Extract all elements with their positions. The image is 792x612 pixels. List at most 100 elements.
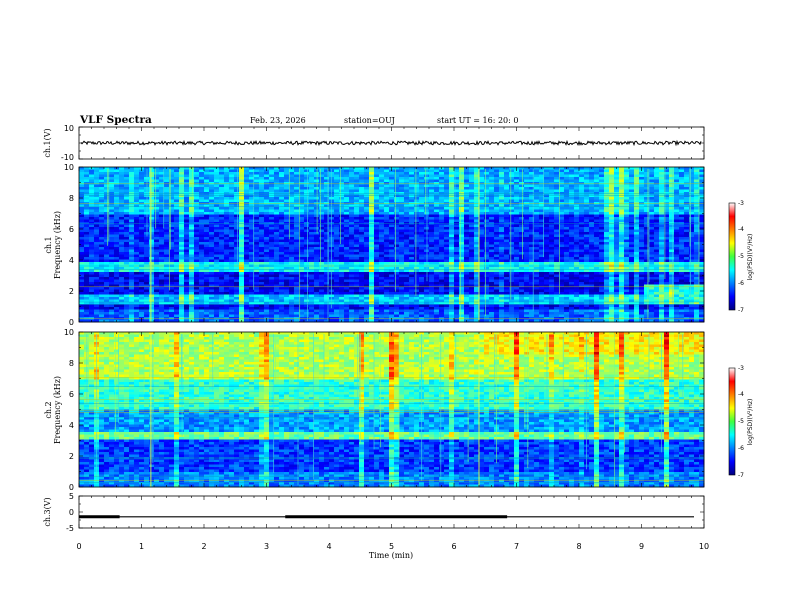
spectrogram-cell: [214, 187, 220, 190]
spectrogram-cell: [194, 227, 200, 230]
spectrogram-cell: [349, 257, 355, 260]
spectrogram-cell: [339, 262, 345, 265]
spectrogram-cell: [234, 177, 240, 180]
spectrogram-cell: [279, 209, 285, 213]
spectrogram-cell: [209, 207, 215, 210]
spectrogram-cell: [179, 177, 185, 180]
spectrogram-cell: [129, 319, 135, 323]
spectrogram-cell: [394, 204, 400, 208]
spectrogram-cell: [374, 252, 380, 255]
spectrogram-cell: [439, 224, 445, 228]
spectrogram-cell: [359, 319, 365, 323]
spectrogram-cell: [454, 209, 460, 213]
spectrogram-cell: [374, 242, 380, 245]
spectrogram-cell: [414, 212, 420, 215]
spectrogram-cell: [109, 289, 115, 293]
spectrogram-cell: [174, 179, 180, 183]
spectrogram-cell: [129, 174, 135, 178]
spectrogram-cell: [199, 194, 205, 198]
spectrogram-cell: [304, 259, 310, 263]
spectrogram-cell: [134, 239, 140, 243]
spectrogram-cell: [109, 262, 115, 265]
spectrogram-cell: [364, 249, 370, 253]
spectrogram-cell: [89, 232, 95, 235]
spectrogram-cell: [194, 237, 200, 240]
spectrogram-cell: [204, 214, 210, 218]
spectrogram-cell: [444, 312, 450, 315]
spectrogram-cell: [209, 197, 215, 200]
spectrogram-cell: [84, 307, 90, 310]
spectrogram-cell: [234, 232, 240, 235]
spectrogram-cell: [414, 174, 420, 178]
spectrogram-cell: [169, 174, 175, 178]
spectrogram-cell: [209, 287, 215, 290]
spectrogram-cell: [294, 312, 300, 315]
spectrogram-cell: [349, 217, 355, 220]
spectrogram-cell: [269, 197, 275, 200]
spectrogram-cell: [244, 182, 250, 185]
spectrogram-cell: [224, 209, 230, 213]
spectrogram-cell: [179, 217, 185, 220]
spectrogram-cell: [354, 184, 360, 188]
spectrogram-cell: [179, 297, 185, 300]
spectrogram-cell: [329, 217, 335, 220]
spectrogram-cell: [134, 279, 140, 283]
spectrogram-cell: [89, 224, 95, 228]
spectrogram-cell: [219, 277, 225, 280]
spectrogram-cell: [419, 242, 425, 245]
spectrogram-cell: [419, 267, 425, 270]
spectrogram-cell: [374, 294, 380, 298]
spectrogram-cell: [269, 224, 275, 228]
spectrogram-cell: [229, 277, 235, 280]
spectrogram-cell: [439, 299, 445, 303]
spectrogram-cell: [409, 292, 415, 295]
spectrogram-cell: [279, 234, 285, 238]
spectrogram-cell: [124, 169, 130, 173]
spectrogram-cell: [429, 302, 435, 305]
spectrogram-cell: [119, 284, 125, 288]
spectrogram-cell: [149, 319, 155, 323]
spectrogram-cell: [134, 227, 140, 230]
spectrogram-cell: [469, 204, 475, 208]
spectrogram-cell: [309, 299, 315, 303]
spectrogram-cell: [319, 182, 325, 185]
spectrogram-cell: [189, 237, 195, 240]
spectrogram-cell: [249, 177, 255, 180]
spectrogram-cell: [409, 239, 415, 243]
spectrogram-cell: [464, 277, 470, 280]
spectrogram-cell: [289, 292, 295, 295]
spectrogram-cell: [324, 269, 330, 273]
spectrogram-cell: [429, 232, 435, 235]
spectrogram-cell: [129, 167, 135, 170]
spectrogram-cell: [304, 319, 310, 323]
spectrogram-cell: [109, 199, 115, 203]
spectrogram-cell: [134, 319, 140, 323]
spectrogram-cell: [109, 194, 115, 198]
spectrogram-cell: [369, 237, 375, 240]
spectrogram-cell: [314, 212, 320, 215]
spectrogram-cell: [429, 182, 435, 185]
spectrogram-cell: [344, 307, 350, 310]
spectrogram-cell: [329, 294, 335, 298]
spectrogram-cell: [434, 214, 440, 218]
spectrogram-cell: [454, 294, 460, 298]
spectrogram-cell: [174, 232, 180, 235]
spectrogram-cell: [109, 302, 115, 305]
spectrogram-cell: [169, 262, 175, 265]
spectrogram-cell: [434, 302, 440, 305]
spectrogram-cell: [394, 227, 400, 230]
spectrogram-cell: [144, 244, 150, 248]
spectrogram-cell: [339, 179, 345, 183]
spectrogram-cell: [364, 174, 370, 178]
spectrogram-cell: [239, 252, 245, 255]
spectrogram-cell: [84, 247, 90, 250]
spectrogram-cell: [219, 197, 225, 200]
spectrogram-cell: [229, 272, 235, 275]
spectrogram-cell: [179, 299, 185, 303]
spectrogram-cell: [309, 254, 315, 258]
spectrogram-cell: [189, 172, 195, 175]
spectrogram-cell: [319, 219, 325, 223]
spectrogram-cell: [89, 257, 95, 260]
spectrogram-cell: [434, 169, 440, 173]
spectrogram-cell: [94, 274, 100, 278]
